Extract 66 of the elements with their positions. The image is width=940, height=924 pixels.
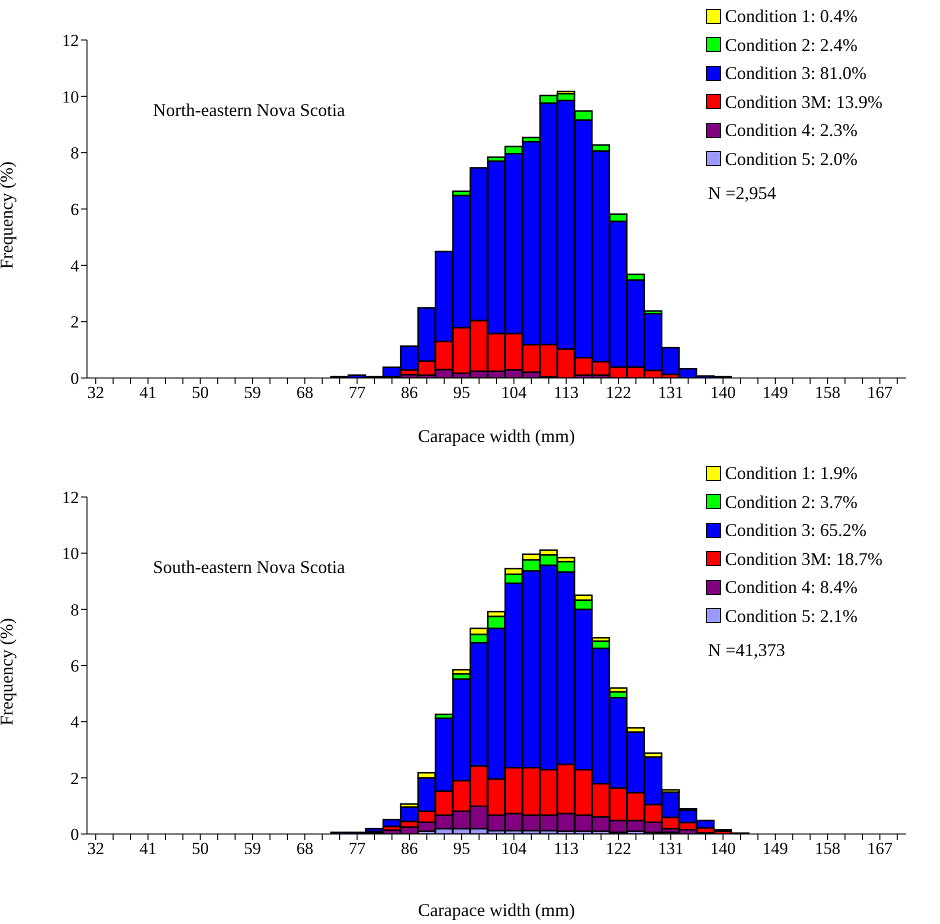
x-tick-label: 149	[762, 839, 788, 858]
y-tick-label: 12	[62, 31, 79, 50]
legend-label: Condition 3: 65.2%	[725, 519, 867, 542]
y-tick-label: 4	[70, 712, 80, 732]
legend-label: Condition 1: 0.4%	[725, 5, 858, 28]
legend-label: Condition 3: 81.0%	[725, 62, 867, 85]
y-axis-title: Frequency (%)	[0, 162, 16, 269]
x-tick-label: 68	[296, 839, 314, 858]
text: North-eastern Nova Scotia	[153, 100, 345, 121]
y-tick-label: 4	[70, 256, 80, 276]
y-tick-label: 8	[70, 144, 79, 163]
x-tick-label: 158	[814, 383, 840, 402]
x-tick-label: 41	[139, 839, 156, 858]
x-tick-label: 167	[867, 383, 894, 402]
legend-label: Condition 1: 1.9%	[725, 462, 858, 485]
legend-label: Condition 3M: 18.7%	[725, 548, 883, 570]
y-tick-label: 8	[70, 600, 79, 620]
x-tick-label: 140	[710, 383, 736, 402]
x-tick-label: 131	[658, 383, 684, 402]
x-tick-label: 113	[554, 839, 579, 858]
x-tick-label: 158	[814, 839, 840, 858]
x-tick-label: 122	[606, 383, 632, 402]
legend-label: Condition 4: 8.4%	[725, 576, 858, 599]
x-tick-label: 32	[87, 839, 104, 858]
legend-label: Condition 3M: 13.9%	[725, 90, 883, 114]
legend-label: Condition 5: 2.0%	[725, 148, 858, 170]
x-tick-label: 59	[244, 383, 262, 402]
x-tick-label: 149	[762, 383, 788, 402]
x-tick-label: 122	[606, 839, 632, 858]
legend-label: Condition 2: 3.7%	[725, 490, 858, 514]
x-tick-label: 104	[501, 839, 528, 858]
y-tick-label: 0	[70, 825, 79, 844]
x-tick-label: 68	[296, 383, 314, 402]
x-tick-label: 95	[453, 383, 470, 402]
x-tick-label: 77	[348, 383, 366, 402]
y-tick-label: 6	[70, 200, 79, 220]
text: South-eastern Nova Scotia	[153, 557, 345, 578]
y-axis-title: Frequency (%)	[0, 618, 16, 726]
x-tick-label: 86	[400, 383, 418, 402]
legend-label: Condition 5: 2.1%	[725, 604, 858, 628]
x-tick-label: 50	[192, 839, 209, 858]
x-tick-label: 32	[87, 383, 104, 402]
x-tick-label: 113	[554, 383, 579, 402]
annotation: N =41,373	[708, 639, 786, 662]
x-tick-label: 50	[192, 383, 209, 402]
y-tick-label: 2	[70, 768, 79, 788]
y-tick-label: 2	[70, 312, 79, 332]
y-tick-label: 6	[70, 656, 79, 676]
x-tick-label: 167	[867, 839, 894, 858]
x-axis-title: Carapace width (mm)	[418, 426, 575, 446]
y-tick-label: 10	[62, 87, 79, 106]
x-axis-title: Carapace width (mm)	[418, 900, 575, 920]
x-tick-label: 59	[244, 839, 262, 858]
x-tick-label: 77	[348, 839, 366, 858]
x-tick-label: 41	[139, 383, 156, 402]
x-tick-label: 131	[658, 839, 684, 858]
y-tick-label: 12	[62, 488, 79, 508]
legend-label: Condition 2: 2.4%	[725, 34, 858, 56]
y-tick-label: 10	[62, 544, 79, 564]
annotation: N =2,954	[708, 182, 778, 205]
y-tick-label: 0	[70, 369, 79, 388]
x-tick-label: 86	[400, 839, 418, 858]
x-tick-label: 95	[453, 839, 470, 858]
x-tick-label: 104	[501, 383, 528, 402]
x-tick-label: 140	[710, 839, 736, 858]
legend-label: Condition 4: 2.3%	[725, 119, 858, 142]
